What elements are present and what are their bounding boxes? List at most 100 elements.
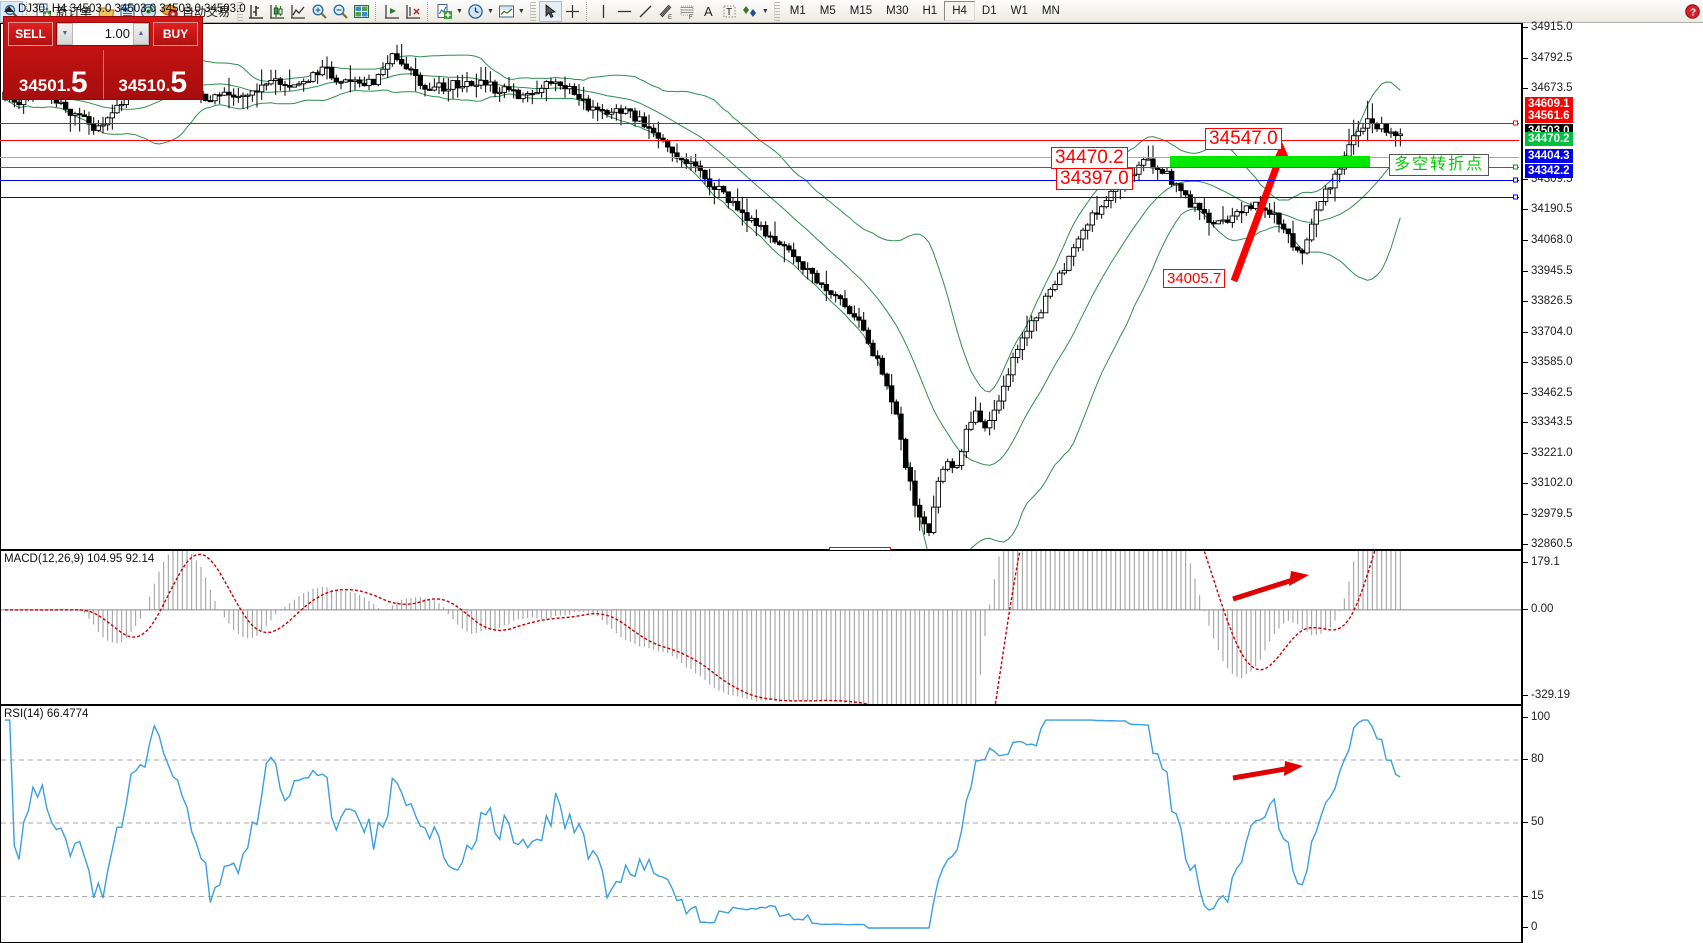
level-handle-34470[interactable] [1513,164,1518,170]
level-line-34470[interactable] [0,167,1519,168]
tile-windows-icon[interactable] [351,1,372,22]
chevron-down-icon[interactable]: ▼ [456,7,463,15]
timeframe-m30[interactable]: M30 [886,5,909,17]
price-tick [1523,209,1528,211]
price-tag-34470-2[interactable]: 34470.2 [1525,131,1573,146]
rsi-pane[interactable]: RSI(14) 66.4774 100 80 50 15 0 [0,705,1703,943]
volume-increment-button[interactable]: ▲ [133,22,149,45]
price-tag-34342-2[interactable]: 34342.2 [1525,164,1573,179]
macd-axis[interactable]: 179.1 0.00 -329.19 [1522,550,1703,705]
sell-price[interactable]: 34501 . 5 [4,50,103,99]
price-tick-label: 32979.5 [1531,508,1573,521]
level-handle-34609[interactable] [1513,120,1518,126]
cursor-icon[interactable] [538,0,562,22]
indicators-button[interactable]: ▼ [434,1,465,22]
hline-icon[interactable] [614,1,635,22]
indicators-icon [436,3,453,20]
timeframe-h1[interactable]: H1 [922,5,938,17]
price-tick-label: 34673.5 [1531,81,1573,94]
timeframe-m1[interactable]: M1 [789,5,806,17]
trade-panel-top-row: SELL ▼ 1.00 ▲ BUY [4,17,202,50]
text-icon[interactable]: A [704,3,713,19]
timeframe-mn[interactable]: MN [1041,5,1060,17]
chinese-annotation[interactable]: 多空转折点 [1389,154,1490,176]
fibonacci-icon[interactable]: F [677,1,698,22]
macd-trend-arrow-head[interactable] [1289,571,1309,586]
help-icon[interactable]: ? [1682,1,1703,22]
chevron-down-icon-3[interactable]: ▼ [517,7,525,15]
collapse-triangle-icon[interactable] [4,6,14,12]
equidistant-channel-icon[interactable]: E [656,1,677,22]
volume-value[interactable]: 1.00 [104,26,130,41]
zoom-in-icon[interactable] [309,1,330,22]
level-line-34342[interactable] [0,197,1519,198]
chart-shift-icon[interactable] [382,1,403,22]
timeframe-h4[interactable]: H4 [944,1,975,21]
price-tag-34609-1[interactable]: 34609.1 [1525,96,1573,111]
trade-panel-divider [102,50,104,99]
candlestick-icon[interactable] [267,1,288,22]
vline-icon[interactable] [593,1,614,22]
rsi-tick-label: 100 [1531,711,1551,723]
level-handle-34404[interactable] [1513,177,1518,183]
price-tick [1523,544,1528,545]
timeframe-m5[interactable]: M5 [819,5,836,17]
price-pane[interactable]: 34547.0 34470.2 34397.0 34005.7 32899.8 … [0,21,1703,566]
chevron-down-icon-4[interactable]: ▼ [761,7,769,15]
trendline-icon[interactable] [635,1,656,22]
shapes-button[interactable]: ▼ [740,1,771,22]
new-order-button[interactable]: 新订单 [33,1,96,22]
level-line-34561[interactable] [0,140,1519,141]
signal-icon[interactable] [138,1,159,22]
rsi-trend-arrow-head[interactable] [1284,761,1303,776]
text-label-icon[interactable]: T [719,1,740,22]
sell-button[interactable]: SELL [8,21,53,46]
price-tick-label: 33343.5 [1531,416,1573,429]
auto-scroll-icon[interactable] [403,1,424,22]
rsi-axis[interactable]: 100 80 50 15 0 [1522,705,1703,943]
volume-decrement-button[interactable]: ▼ [57,22,73,45]
autotrade-button[interactable]: 自动交易 [159,1,234,22]
svg-text:T: T [726,7,732,18]
level-label-34470[interactable]: 34470.2 [1051,147,1128,169]
supply-demand-zone[interactable] [1170,156,1370,167]
level-label-34547[interactable]: 34547.0 [1205,128,1282,150]
price-plot-area[interactable] [1,24,1521,549]
timeframe-m15[interactable]: M15 [849,5,873,17]
level-line-34503[interactable] [0,157,1519,158]
price-tag-34404-3[interactable]: 34404.3 [1525,148,1573,163]
timeframe-d1[interactable]: D1 [981,5,997,17]
toolbar-grip[interactable] [237,1,244,21]
macd-plot-area[interactable] [1,551,1521,704]
buy-price[interactable]: 34510 . 5 [104,50,203,99]
price-tick-label: 33585.0 [1531,355,1573,368]
rsi-trend-arrow-line[interactable] [1232,765,1292,781]
period-button[interactable]: ▼ [465,1,496,22]
buy-price-fraction: 5 [170,66,188,99]
toolbar-grip-3[interactable] [773,1,780,21]
zoom-out-icon[interactable] [330,1,351,22]
level-handle-34342[interactable] [1513,194,1518,200]
bar-chart-icon[interactable] [246,1,267,22]
templates-button[interactable]: ▼ [496,1,527,22]
level-label-34005[interactable]: 34005.7 [1163,269,1226,288]
one-click-trade-panel[interactable]: SELL ▼ 1.00 ▲ BUY 34501 . 5 34510 . 5 [3,16,203,100]
bullish-arrow-line[interactable] [1230,150,1286,283]
buy-button[interactable]: BUY [153,21,198,46]
autotrade-icon [161,3,178,20]
macd-trend-arrow-line[interactable] [1232,575,1300,602]
level-line-34609[interactable] [0,123,1519,124]
chevron-down-icon-2[interactable]: ▼ [486,7,494,15]
volume-stepper[interactable]: ▼ 1.00 ▲ [56,21,150,46]
level-line-34404[interactable] [0,180,1519,181]
price-tag-34561-6[interactable]: 34561.6 [1525,108,1573,123]
timeframe-w1[interactable]: W1 [1010,5,1028,17]
rsi-plot-area[interactable] [1,706,1521,942]
toolbar-grip-2[interactable] [529,1,536,21]
price-axis[interactable]: 34915.0 34792.5 34673.5 34309.5 34190.5 34068… [1522,21,1703,550]
toolbar-separator-4 [585,1,590,21]
level-label-34397[interactable]: 34397.0 [1056,168,1133,190]
line-chart-icon[interactable] [288,1,309,22]
macd-pane[interactable]: MACD(12,26,9) 104.95 92.14 179.1 0.00 -329… [0,550,1703,705]
crosshair-icon[interactable] [562,1,583,22]
